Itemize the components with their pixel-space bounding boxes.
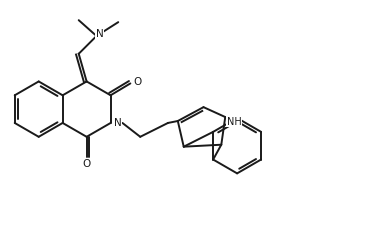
Text: O: O <box>82 159 91 169</box>
Text: O: O <box>133 78 141 87</box>
Text: NH: NH <box>227 117 242 127</box>
Text: N: N <box>96 29 103 39</box>
Text: N: N <box>113 118 122 128</box>
